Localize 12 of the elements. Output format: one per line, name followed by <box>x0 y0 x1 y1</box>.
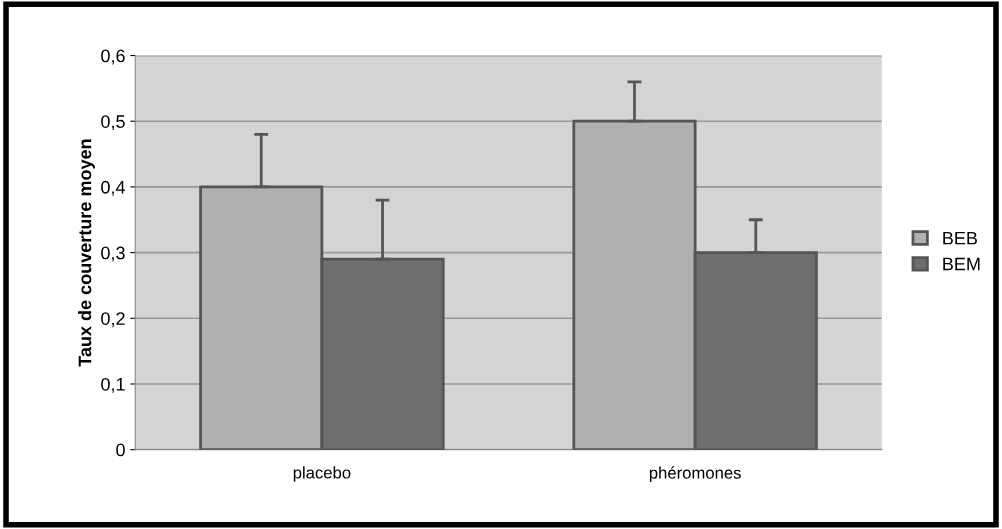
y-tick-label: 0,1 <box>101 377 125 393</box>
x-tick-label: phéromones <box>649 466 741 483</box>
y-axis-title: Taux de couverture moyen <box>78 139 95 367</box>
y-tick-label: 0 <box>116 443 125 457</box>
legend-label: BEM <box>943 257 980 271</box>
y-tick-label: 0,4 <box>101 180 126 196</box>
y-tick-label: 0,6 <box>101 49 125 65</box>
x-tick-label: placebo <box>293 466 351 482</box>
y-tick-label: 0,2 <box>101 312 125 328</box>
y-tick-label: 0,5 <box>101 115 125 131</box>
legend-label: BEB <box>943 231 977 245</box>
y-tick-label: 0,3 <box>101 246 125 262</box>
